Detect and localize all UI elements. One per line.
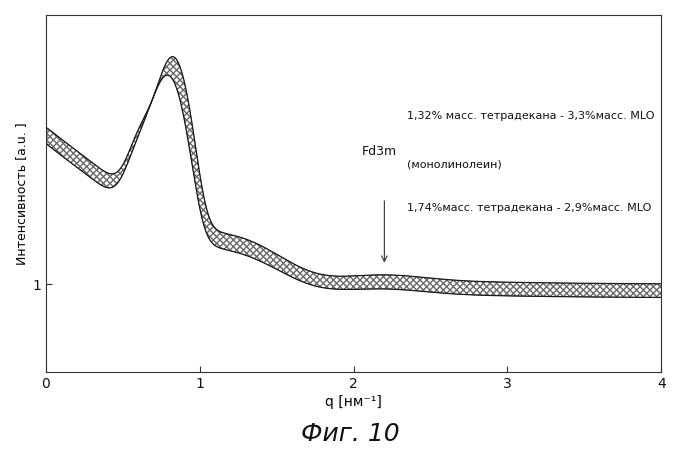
Text: (монолинолеин): (монолинолеин) bbox=[407, 159, 502, 169]
X-axis label: q [нм⁻¹]: q [нм⁻¹] bbox=[326, 395, 382, 409]
Text: 1,74%масс. тетрадекана - 2,9%масс. MLO: 1,74%масс. тетрадекана - 2,9%масс. MLO bbox=[407, 202, 652, 212]
Text: Fd3m: Fd3m bbox=[361, 145, 396, 158]
Text: Фиг. 10: Фиг. 10 bbox=[301, 423, 399, 446]
Text: 1,32% масс. тетрадекана - 3,3%масс. MLO: 1,32% масс. тетрадекана - 3,3%масс. MLO bbox=[407, 110, 655, 121]
Y-axis label: Интенсивность [a.u. ]: Интенсивность [a.u. ] bbox=[15, 122, 28, 265]
